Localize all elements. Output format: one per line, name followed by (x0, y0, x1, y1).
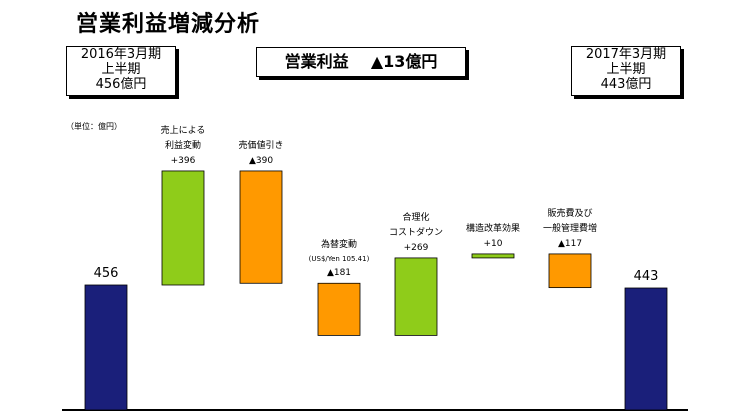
waterfall-bar-3 (317, 282, 361, 336)
bar-label-3: 為替変動 (US$/Yen 105.41) ▲181 (309, 238, 370, 281)
bar-label-6-line-0: 販売費及び (547, 208, 593, 219)
waterfall-bar-4 (394, 257, 438, 336)
bar-label-3-line-1: (US$/Yen 105.41) (308, 255, 370, 264)
start-period-box: 2016年3月期 上半期 456億円 (66, 46, 176, 96)
waterfall-bar-0 (84, 284, 128, 411)
page-title: 営業利益増減分析 (76, 12, 261, 37)
waterfall-bar-6 (548, 253, 592, 289)
end-period-half: 上半期 (606, 62, 646, 77)
bar-label-6-line-1: 一般管理費増 (542, 223, 598, 234)
start-period-amount: 456億円 (95, 77, 147, 92)
bar-label-0: 456 (94, 266, 119, 281)
waterfall-bar-5 (471, 253, 515, 259)
start-period-half: 上半期 (101, 62, 141, 77)
bar-label-2-line-1: ▲390 (248, 155, 274, 166)
bar-label-4-line-2: +269 (403, 242, 429, 253)
bar-label-1-line-1: 利益変動 (164, 140, 202, 151)
bar-label-4-line-1: コストダウン (388, 227, 444, 238)
bar-label-4-line-0: 合理化 (402, 212, 430, 223)
end-period-year: 2017年3月期 (585, 47, 667, 62)
end-period-amount: 443億円 (600, 77, 652, 92)
end-period-box: 2017年3月期 上半期 443億円 (571, 46, 681, 96)
bar-label-1: 売上による利益変動 +396 (161, 124, 206, 169)
bar-label-3-line-0: 為替変動 (320, 240, 357, 251)
bar-label-7: 443 (634, 269, 659, 284)
bar-label-5: 構造改革効果 +10 (466, 222, 520, 252)
start-period-year: 2016年3月期 (80, 47, 162, 62)
bar-label-2: 売価値引き ▲390 (238, 139, 283, 169)
bar-label-3-line-2: ▲181 (326, 268, 352, 279)
bar-label-4: 合理化コストダウン +269 (389, 211, 443, 256)
bar-label-7-line-0: 443 (633, 269, 659, 284)
bar-label-1-line-0: 売上による (160, 125, 206, 136)
operating-profit-change: ▲13億円 (370, 52, 438, 71)
operating-profit-box: 営業利益 ▲13億円 (256, 47, 466, 77)
bar-label-6-line-2: ▲117 (557, 238, 583, 249)
bar-label-1-line-2: +396 (170, 155, 196, 166)
bar-label-5-line-0: 構造改革効果 (465, 223, 521, 234)
bar-label-2-line-0: 売価値引き (238, 140, 284, 151)
waterfall-bar-7 (624, 287, 668, 411)
waterfall-bar-1 (161, 170, 205, 286)
bar-label-0-line-0: 456 (93, 266, 119, 281)
waterfall-bar-2 (239, 170, 283, 284)
unit-label: （単位：億円） (66, 122, 122, 131)
operating-profit-label: 営業利益 (284, 52, 349, 71)
bar-label-5-line-1: +10 (483, 238, 503, 249)
bar-label-6: 販売費及び一般管理費増 ▲117 (543, 207, 597, 252)
